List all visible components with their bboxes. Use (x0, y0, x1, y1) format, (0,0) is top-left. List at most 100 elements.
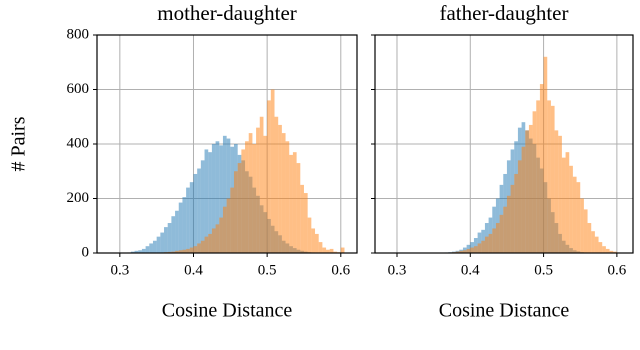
x-axis-label: Cosine Distance (439, 300, 570, 322)
histogram-bar (499, 214, 504, 253)
histogram-bar (609, 250, 614, 253)
histogram-bar (208, 233, 212, 253)
histogram-bar (333, 251, 338, 253)
histogram-bar (270, 89, 275, 253)
histogram-bar (315, 233, 319, 253)
chart-title: father-daughter (439, 1, 568, 25)
histogram-bar (160, 232, 165, 253)
histogram-bar (459, 250, 463, 253)
histogram-bar (186, 187, 190, 253)
x-tick-label: 0.5 (534, 262, 553, 278)
histogram-bar (292, 152, 297, 253)
histogram-bar (613, 251, 617, 253)
x-axis-label: Cosine Distance (162, 300, 293, 322)
x-tick-label: 0.4 (184, 262, 203, 278)
histogram-bar (303, 193, 308, 253)
histogram-bar (193, 246, 198, 253)
x-tick-label: 0.3 (110, 262, 129, 278)
histogram-bar (580, 198, 584, 253)
histogram-bar (182, 197, 187, 253)
histogram-bar (281, 133, 286, 253)
histogram-bar (219, 145, 223, 253)
histogram-bar (470, 247, 474, 253)
histogram-bar (175, 250, 179, 253)
histogram-bar (200, 160, 205, 253)
histogram-bar (274, 116, 279, 253)
histogram-bar (477, 243, 482, 253)
histogram-bar (171, 216, 176, 253)
y-tick-label: 0 (82, 244, 90, 260)
histogram-bar (473, 238, 478, 253)
histogram-bar (572, 176, 577, 253)
histogram-bar (329, 248, 334, 253)
histogram-bar (532, 111, 537, 253)
histogram-bar (256, 127, 260, 253)
histogram-bar (189, 182, 194, 253)
histogram-bar (569, 165, 573, 253)
histogram-bar (539, 84, 544, 253)
histogram-bar (204, 236, 209, 253)
histogram-bar (241, 149, 246, 253)
histogram-bar (141, 248, 146, 253)
histogram-bar (285, 141, 290, 253)
histogram-bar (543, 56, 548, 253)
histogram-bar (455, 251, 460, 253)
histogram-bar (307, 217, 312, 253)
histogram-bar (554, 130, 559, 253)
histogram-bar (521, 146, 526, 253)
histogram-bar (211, 144, 216, 253)
histogram-bar (484, 236, 489, 253)
y-axis-label: # Pairs (8, 116, 30, 171)
histogram-bar (167, 223, 172, 253)
histogram-bar (503, 206, 507, 253)
histogram-bar (200, 240, 205, 253)
histogram-bar (462, 250, 467, 253)
axes-frame (96, 34, 358, 254)
histogram-bar (233, 171, 238, 253)
histogram-bar (211, 228, 216, 253)
histogram-bar (145, 246, 150, 253)
histogram-bar (178, 202, 183, 253)
histogram-bar (495, 223, 500, 253)
y-tick-label: 400 (67, 135, 90, 151)
histogram-bar (565, 152, 570, 253)
histogram-bar (602, 246, 606, 253)
histogram-bar (178, 250, 183, 253)
histogram-bar (197, 243, 201, 253)
histogram-bar (186, 248, 190, 253)
histogram-bar (558, 135, 562, 253)
histogram-bar (322, 247, 327, 253)
histogram-bar (289, 154, 293, 253)
histogram-bar (547, 100, 551, 254)
histogram-bar (189, 247, 194, 253)
histogram-bar (528, 124, 533, 253)
histogram-bar (583, 209, 588, 253)
histogram-bar (204, 149, 209, 253)
histogram-bar (561, 157, 566, 253)
y-tick-label: 800 (67, 26, 90, 42)
histogram-bar (149, 243, 153, 253)
x-tick-label: 0.6 (331, 262, 350, 278)
histogram-bar (226, 198, 231, 253)
x-tick-label: 0.5 (258, 262, 277, 278)
histogram-bar (481, 240, 485, 253)
histogram-bar (197, 168, 201, 253)
histogram-bar (536, 100, 540, 254)
x-tick-label: 0.6 (608, 262, 627, 278)
histogram-bar (605, 248, 610, 253)
histogram-bar (576, 182, 581, 253)
axes-frame (374, 34, 634, 254)
histogram-bar (130, 251, 135, 253)
histogram-bar (517, 160, 522, 253)
histogram-bar (278, 124, 282, 253)
histogram-bar (473, 246, 478, 253)
histogram-bar (311, 228, 316, 253)
y-tick-label: 200 (67, 190, 90, 206)
histogram-bar (208, 152, 212, 253)
histogram-bar (171, 251, 176, 253)
histogram-bar (587, 223, 592, 253)
y-tick-label: 600 (67, 81, 90, 97)
histogram-bar (182, 249, 187, 253)
histogram-bar (340, 247, 345, 253)
